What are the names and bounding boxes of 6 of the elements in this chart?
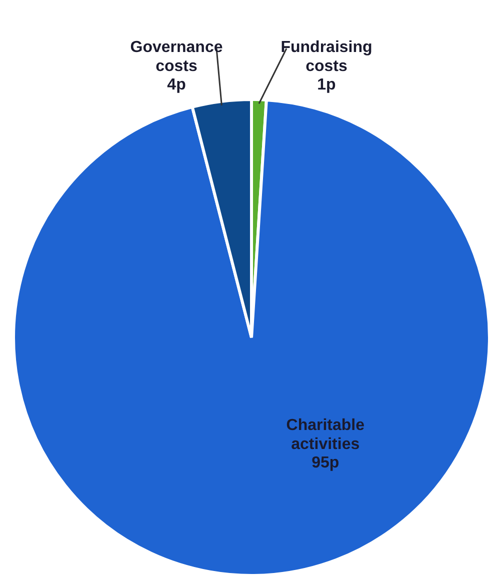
data-label: 1p bbox=[317, 76, 336, 94]
data-label: 95p bbox=[312, 454, 340, 472]
slice-label: Charitable activities bbox=[286, 417, 365, 453]
data-label: 4p bbox=[167, 76, 186, 94]
slice-label: Fundraising costs bbox=[280, 39, 372, 75]
slice-label: Governance costs bbox=[130, 39, 223, 75]
